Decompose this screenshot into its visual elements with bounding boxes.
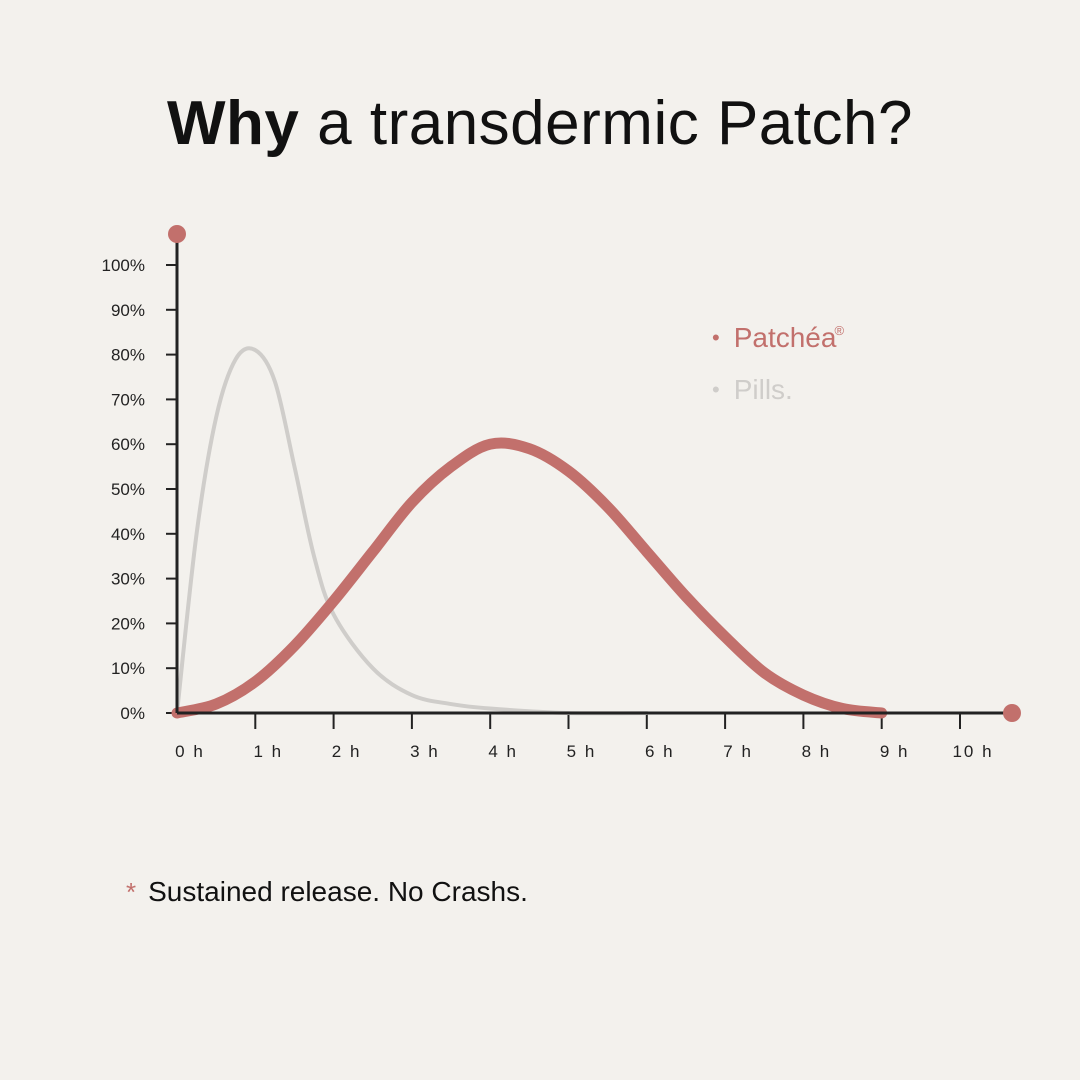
pills-series-line	[175, 346, 649, 716]
y-tick-label: 80%	[111, 346, 145, 365]
y-tick-label: 90%	[111, 301, 145, 320]
y-tick-label: 70%	[111, 390, 145, 409]
x-tick-label: 6 h	[645, 742, 675, 761]
legend: • Patchéa ® • Pills.	[712, 312, 844, 416]
x-tick-label: 0 h	[175, 742, 205, 761]
x-tick-label: 2 h	[332, 742, 362, 761]
chart-title: Why a transdermic Patch?	[0, 88, 1080, 159]
legend-label-patch: Patchéa	[733, 322, 837, 353]
legend-item-patch: • Patchéa ®	[712, 312, 844, 364]
asterisk-icon: *	[126, 876, 137, 907]
x-tick-label: 7 h	[723, 742, 753, 761]
x-tick-label: 5 h	[567, 742, 597, 761]
registered-mark: ®	[834, 322, 845, 338]
y-tick-label: 10%	[111, 659, 145, 678]
x-tick-label: 10 h	[952, 742, 993, 761]
x-tick-label: 4 h	[488, 742, 518, 761]
y-tick-label: 20%	[111, 614, 145, 633]
x-tick-label: 8 h	[802, 742, 832, 761]
x-tick-label: 1 h	[253, 742, 283, 761]
legend-dot-patch: •	[712, 325, 720, 350]
x-tick-label: 3 h	[410, 742, 440, 761]
legend-item-pills: • Pills.	[712, 364, 844, 416]
y-tick-label: 60%	[111, 435, 145, 454]
x-tick-label: 9 h	[880, 742, 910, 761]
y-tick-label: 50%	[111, 480, 145, 499]
legend-dot-pills: •	[712, 377, 720, 402]
title-bold: Why	[167, 89, 300, 158]
y-tick-label: 40%	[111, 525, 145, 544]
y-tick-label: 30%	[111, 570, 145, 589]
legend-label-pills: Pills.	[733, 374, 793, 405]
x-axis-end-dot	[1003, 704, 1021, 722]
y-tick-label: 100%	[102, 256, 145, 275]
y-axis-ticks: 0% 10% 20% 30% 40% 50% 60% 70% 80% 90% 100%	[102, 256, 177, 723]
footnote: * Sustained release. No Crashs.	[126, 876, 528, 908]
footnote-text: Sustained release. No Crashs.	[148, 876, 528, 907]
y-axis-end-dot	[168, 225, 186, 243]
title-rest: a transdermic Patch?	[317, 89, 913, 158]
x-axis-ticks: 0 h 1 h 2 h 3 h 4 h 5 h 6 h 7 h 8 h 9 h 10 h	[175, 713, 993, 761]
patch-series-line	[171, 437, 888, 719]
y-tick-label: 0%	[120, 704, 145, 723]
